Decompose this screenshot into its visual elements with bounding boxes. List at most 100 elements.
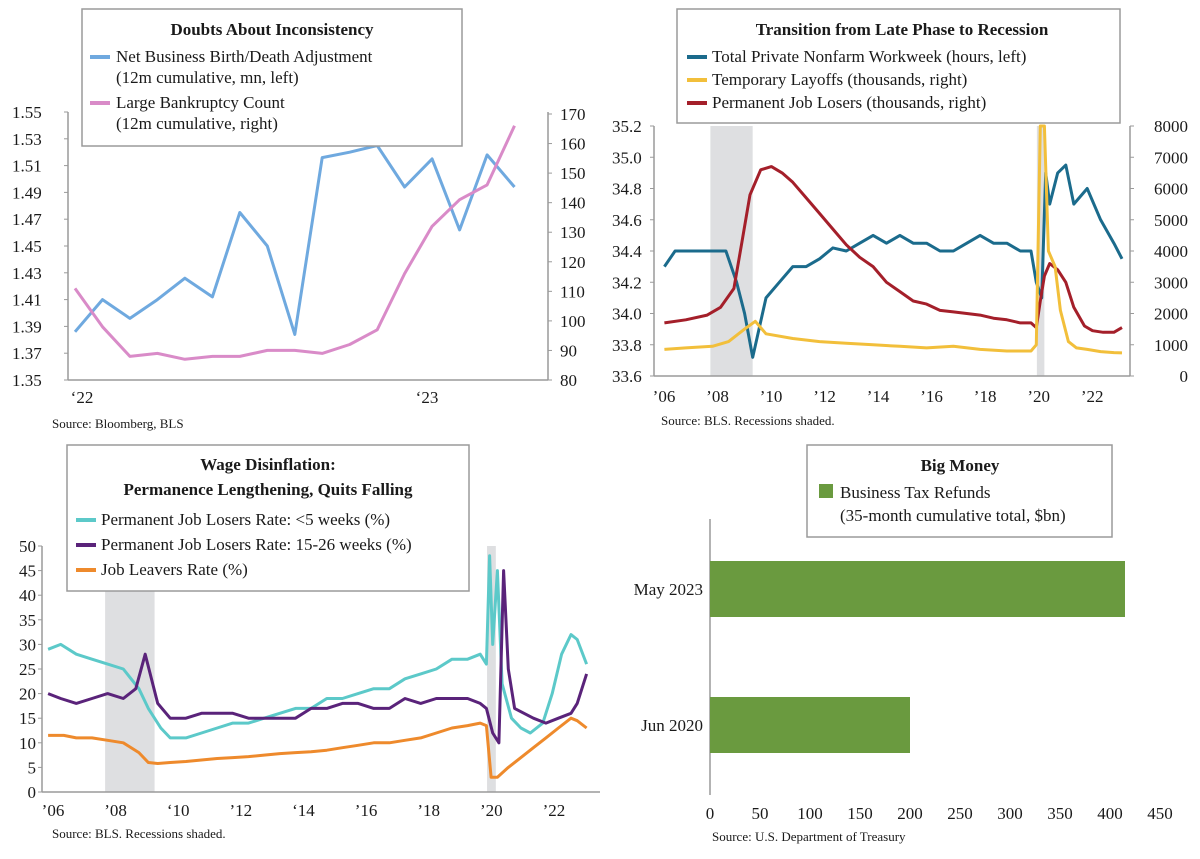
chart3-series-line-2: [47, 569, 589, 745]
chart2-left-tick-label: 35.0: [612, 148, 642, 167]
chart2-left-tick-label: 34.4: [612, 242, 642, 261]
chart2-title: Transition from Late Phase to Recession: [756, 20, 1049, 39]
chart2-legend-box: Transition from Late Phase to Recession …: [676, 8, 1121, 124]
chart1-x-tick-label: ‘23: [416, 388, 439, 407]
chart3-y-tick-label: 5: [28, 758, 37, 777]
chart4-category-label: May 2023: [634, 580, 703, 599]
chart3-x-tick-label: ’18: [417, 801, 440, 820]
chart3-x-tick-label: ’08: [104, 801, 127, 820]
chart1-legend-label-2b: (12m cumulative, right): [116, 114, 278, 133]
chart2-right-tick-label: 1000: [1154, 336, 1188, 355]
chart3-legend-label-2: Permanent Job Losers Rate: 15-26 weeks (…: [101, 535, 412, 554]
chart4-x-tick-label: 200: [897, 804, 923, 823]
chart4-bar: [710, 561, 1125, 617]
chart4-x-tick-label: 100: [797, 804, 823, 823]
chart2-legend-frame: [676, 8, 1121, 124]
chart2-left-tick-label: 33.6: [612, 367, 642, 386]
chart1-right-tick-label: 90: [560, 341, 577, 360]
chart4-legend-swatch-green: [819, 484, 833, 498]
chart3-x-tick-label: ’16: [355, 801, 378, 820]
chart2-series: [663, 124, 1124, 359]
chart2-right-tick-label: 7000: [1154, 148, 1188, 167]
chart2-right-tick-label: 4000: [1154, 242, 1188, 261]
chart1-left-tick-label: 1.45: [12, 237, 42, 256]
chart1-legend-label-1: Net Business Birth/Death Adjustment: [116, 47, 373, 66]
chart2-left-tick-label: 35.2: [612, 117, 642, 136]
chart4-title: Big Money: [921, 456, 1000, 475]
chart1-right-tick-label: 170: [560, 105, 586, 124]
chart2-source: Source: BLS. Recessions shaded.: [661, 413, 835, 428]
chart1-right-tick-label: 140: [560, 194, 586, 213]
chart1-left-tick-label: 1.49: [12, 183, 42, 202]
chart1-series: [73, 125, 516, 361]
chart2-recession-band: [1036, 126, 1045, 376]
chart1-ticks: 1.55 1.53 1.51 1.49 1.47 1.45 1.43 1.41 1.39 1.37…: [12, 103, 586, 407]
chart2-right-tick-label: 8000: [1154, 117, 1188, 136]
chart4-legend-label-1b: (35-month cumulative total, $bn): [840, 506, 1066, 525]
chart3-x-tick-label: ‘10: [167, 801, 190, 820]
chart1-left-tick-label: 1.53: [12, 130, 42, 149]
chart3-legend-label-1: Permanent Job Losers Rate: <5 weeks (%): [101, 510, 390, 529]
chart2-right-tick-label: 6000: [1154, 180, 1188, 199]
chart1-right-tick-label: 160: [560, 135, 586, 154]
chart3-legend-frame: [66, 444, 470, 592]
chart4-x-tick-label: 350: [1047, 804, 1073, 823]
chart2-x-tick-label: ’16: [920, 387, 943, 406]
chart2-x-tick-label: ’20: [1027, 387, 1050, 406]
chart3-legend-label-3: Job Leavers Rate (%): [101, 560, 248, 579]
chart1-left-tick-label: 1.37: [12, 344, 42, 363]
chart-big-money: May 2023 Jun 2020 0 50 100 150 200 250 300 350 400…: [634, 444, 1173, 844]
chart1-left-tick-label: 1.55: [12, 103, 42, 122]
chart4-x-tick-label: 0: [706, 804, 715, 823]
chart1-series-line-1: [73, 144, 516, 336]
chart4-ticks: May 2023 Jun 2020 0 50 100 150 200 250 300 350 400…: [634, 580, 1173, 823]
chart4-x-tick-label: 250: [947, 804, 973, 823]
chart2-left-tick-label: 34.0: [612, 305, 642, 324]
chart1-legend-label-2: Large Bankruptcy Count: [116, 93, 285, 112]
chart3-y-tick-label: 0: [28, 783, 37, 802]
chart2-series-line-2: [664, 124, 1123, 355]
chart3-source: Source: BLS. Recessions shaded.: [52, 826, 226, 841]
chart2-left-tick-label: 34.8: [612, 180, 642, 199]
chart1-right-tick-label: 150: [560, 164, 586, 183]
chart-doubts-about-inconsistency: 1.55 1.53 1.51 1.49 1.47 1.45 1.43 1.41 1.39 1.37…: [12, 8, 586, 431]
chart4-x-tick-label: 150: [847, 804, 873, 823]
chart3-y-tick-label: 20: [19, 685, 36, 704]
chart3-x-tick-label: ’12: [230, 801, 253, 820]
chart2-x-tick-label: ’22: [1081, 387, 1104, 406]
chart2-right-tick-label: 5000: [1154, 211, 1188, 230]
chart3-y-tick-label: 50: [19, 537, 36, 556]
chart1-left-tick-label: 1.51: [12, 157, 42, 176]
chart1-legend-frame: [81, 8, 463, 147]
chart2-ticks: 35.2 35.0 34.8 34.6 34.4 34.2 34.0 33.8 33.6 8000…: [612, 117, 1188, 406]
chart1-right-tick-label: 120: [560, 253, 586, 272]
chart2-x-tick-label: ’10: [760, 387, 783, 406]
chart2-legend-label-2: Temporary Layoffs (thousands, right): [712, 70, 967, 89]
chart-transition-late-phase-recession: 35.2 35.0 34.8 34.6 34.4 34.2 34.0 33.8 33.6 8000…: [612, 8, 1188, 428]
chart1-left-tick-label: 1.43: [12, 264, 42, 283]
chart1-right-tick-label: 110: [560, 282, 585, 301]
chart3-y-tick-label: 40: [19, 586, 36, 605]
chart2-recession-shading: [710, 126, 1045, 376]
chart3-x-tick-label: ‘14: [292, 801, 315, 820]
chart4-category-label: Jun 2020: [641, 716, 703, 735]
chart4-legend-label-1: Business Tax Refunds: [840, 483, 991, 502]
chart1-right-tick-label: 100: [560, 312, 586, 331]
chart3-series-line-1: [47, 554, 589, 740]
chart3-y-tick-label: 30: [19, 635, 36, 654]
chart1-left-tick-label: 1.41: [12, 291, 42, 310]
chart4-x-tick-label: 450: [1147, 804, 1173, 823]
chart2-x-tick-label: ’08: [706, 387, 729, 406]
chart1-right-tick-label: 80: [560, 371, 577, 390]
chart3-y-tick-label: 35: [19, 611, 36, 630]
chart2-left-tick-label: 34.6: [612, 211, 642, 230]
chart3-subtitle: Permanence Lengthening, Quits Falling: [124, 480, 414, 499]
chart3-y-tick-label: 45: [19, 562, 36, 581]
chart1-title: Doubts About Inconsistency: [170, 20, 374, 39]
chart3-title: Wage Disinflation:: [200, 455, 336, 474]
chart2-x-tick-label: ’06: [653, 387, 676, 406]
chart2-x-tick-label: ’12: [813, 387, 836, 406]
